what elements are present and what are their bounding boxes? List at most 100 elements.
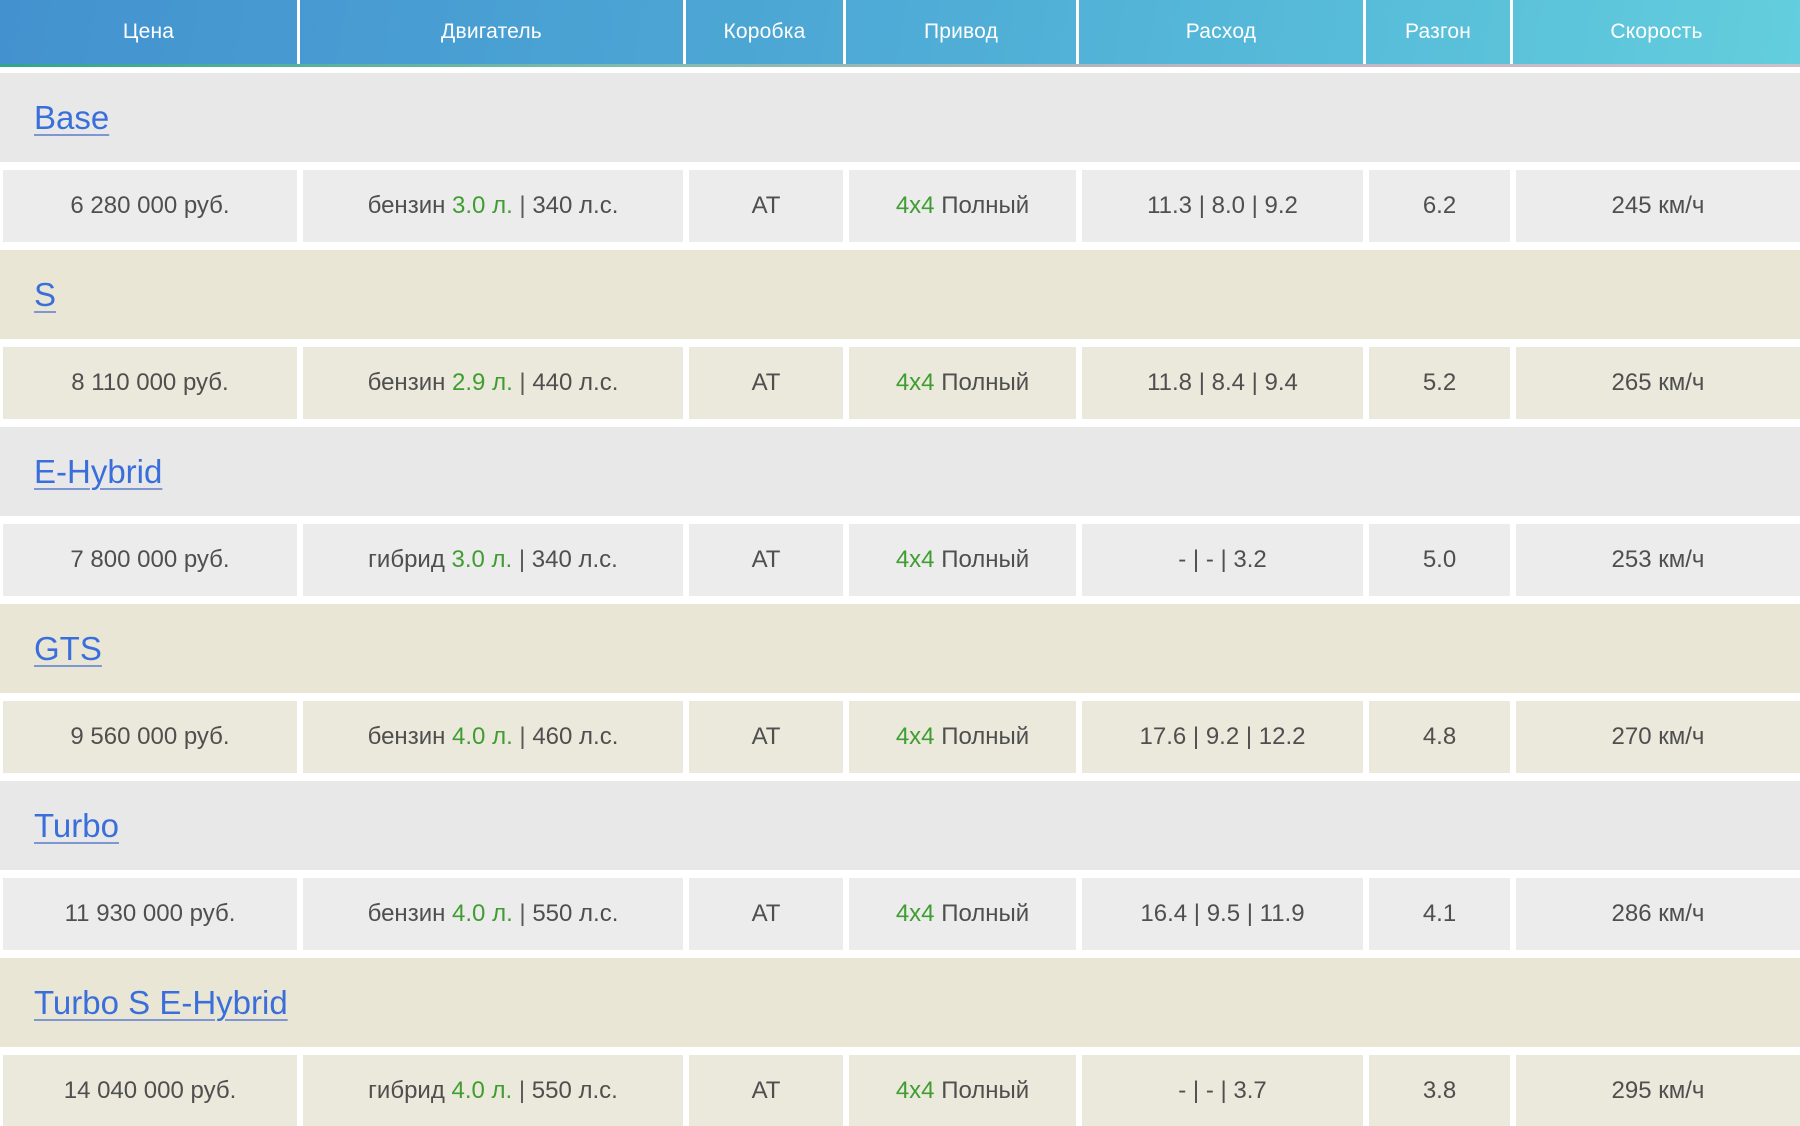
fuel-type: гибрид bbox=[368, 546, 445, 573]
gearbox-cell: АТ bbox=[689, 524, 843, 596]
spec-row: 11 930 000 руб. бензин 4.0 л. | 550 л.с.… bbox=[0, 878, 1800, 950]
price-cell: 7 800 000 руб. bbox=[3, 524, 297, 596]
engine-cell: гибрид 3.0 л. | 340 л.с. bbox=[303, 524, 683, 596]
engine-power: 340 л.с. bbox=[531, 546, 618, 573]
pipe-separator: | bbox=[519, 192, 526, 219]
acceleration-value: 3.8 bbox=[1422, 1077, 1457, 1104]
engine-cell: бензин 3.0 л. | 340 л.с. bbox=[303, 170, 683, 242]
pipe-separator: | bbox=[519, 723, 526, 750]
pipe-separator: | bbox=[519, 900, 526, 927]
engine-volume: 4.0 л. bbox=[452, 723, 513, 750]
drive-type: 4x4 bbox=[895, 723, 935, 750]
fuel-type: бензин bbox=[367, 369, 446, 396]
drive-value: Полный bbox=[941, 369, 1030, 396]
pipe-separator: | bbox=[518, 1077, 526, 1104]
price-value: 11 930 000 руб. bbox=[64, 900, 236, 927]
trim-link[interactable]: Turbo S E-Hybrid bbox=[34, 983, 288, 1021]
speed-cell: 245 км/ч bbox=[1516, 170, 1800, 242]
consumption-cell: - | - | 3.2 bbox=[1082, 524, 1363, 596]
speed-value: 253 км/ч bbox=[1611, 546, 1705, 573]
acceleration-value: 5.0 bbox=[1422, 546, 1457, 573]
price-value: 6 280 000 руб. bbox=[70, 192, 230, 219]
fuel-type: бензин bbox=[367, 192, 446, 219]
trim-link[interactable]: Base bbox=[34, 98, 110, 136]
acceleration-cell: 3.8 bbox=[1369, 1055, 1510, 1126]
trim-section: Base 6 280 000 руб. бензин 3.0 л. | 340 … bbox=[0, 73, 1800, 242]
header-cell-acceleration: Разгон bbox=[1366, 0, 1513, 64]
drive-cell: 4x4 Полный bbox=[849, 701, 1076, 773]
drive-cell: 4x4 Полный bbox=[849, 524, 1076, 596]
gearbox-value: АТ bbox=[751, 369, 781, 396]
price-value: 8 110 000 руб. bbox=[71, 369, 229, 396]
gearbox-value: АТ bbox=[751, 546, 781, 573]
acceleration-cell: 4.1 bbox=[1369, 878, 1510, 950]
gearbox-cell: АТ bbox=[689, 701, 843, 773]
consumption-cell: 11.8 | 8.4 | 9.4 bbox=[1082, 347, 1363, 419]
engine-cell: бензин 4.0 л. | 550 л.с. bbox=[303, 878, 683, 950]
price-cell: 14 040 000 руб. bbox=[3, 1055, 297, 1126]
drive-type: 4x4 bbox=[895, 1077, 935, 1104]
speed-value: 265 км/ч bbox=[1611, 369, 1705, 396]
trim-section: Turbo S E-Hybrid 14 040 000 руб. гибрид … bbox=[0, 958, 1800, 1126]
trim-section: Turbo 11 930 000 руб. бензин 4.0 л. | 55… bbox=[0, 781, 1800, 950]
gearbox-value: АТ bbox=[751, 1077, 781, 1104]
drive-type: 4x4 bbox=[895, 900, 935, 927]
acceleration-cell: 5.0 bbox=[1369, 524, 1510, 596]
engine-power: 550 л.с. bbox=[532, 900, 619, 927]
trim-title-row: Turbo bbox=[0, 781, 1800, 870]
gearbox-value: АТ bbox=[751, 900, 781, 927]
drive-value: Полный bbox=[941, 1077, 1030, 1104]
engine-power: 440 л.с. bbox=[532, 369, 619, 396]
speed-value: 295 км/ч bbox=[1611, 1077, 1705, 1104]
header-cell-price: Цена bbox=[0, 0, 300, 64]
trim-link[interactable]: GTS bbox=[34, 629, 102, 667]
speed-cell: 286 км/ч bbox=[1516, 878, 1800, 950]
trim-section: S 8 110 000 руб. бензин 2.9 л. | 440 л.с… bbox=[0, 250, 1800, 419]
fuel-type: бензин bbox=[367, 900, 446, 927]
engine-cell: бензин 2.9 л. | 440 л.с. bbox=[303, 347, 683, 419]
drive-cell: 4x4 Полный bbox=[849, 347, 1076, 419]
trim-title-row: GTS bbox=[0, 604, 1800, 693]
engine-power: 550 л.с. bbox=[531, 1077, 618, 1104]
drive-cell: 4x4 Полный bbox=[849, 1055, 1076, 1126]
acceleration-cell: 6.2 bbox=[1369, 170, 1510, 242]
consumption-value: 16.4 | 9.5 | 11.9 bbox=[1140, 900, 1305, 927]
price-value: 9 560 000 руб. bbox=[70, 723, 230, 750]
consumption-cell: 17.6 | 9.2 | 12.2 bbox=[1082, 701, 1363, 773]
consumption-value: - | - | 3.7 bbox=[1178, 1077, 1267, 1104]
acceleration-value: 4.8 bbox=[1422, 723, 1457, 750]
engine-power: 460 л.с. bbox=[532, 723, 619, 750]
drive-type: 4x4 bbox=[895, 192, 935, 219]
consumption-value: - | - | 3.2 bbox=[1178, 546, 1267, 573]
consumption-value: 11.3 | 8.0 | 9.2 bbox=[1147, 192, 1298, 219]
consumption-value: 11.8 | 8.4 | 9.4 bbox=[1147, 369, 1298, 396]
gearbox-cell: АТ bbox=[689, 347, 843, 419]
spec-row: 9 560 000 руб. бензин 4.0 л. | 460 л.с. … bbox=[0, 701, 1800, 773]
price-value: 7 800 000 руб. bbox=[70, 546, 230, 573]
header-cell-gearbox: Коробка bbox=[686, 0, 846, 64]
engine-power: 340 л.с. bbox=[532, 192, 619, 219]
trim-link[interactable]: Turbo bbox=[34, 806, 119, 844]
speed-cell: 265 км/ч bbox=[1516, 347, 1800, 419]
pipe-separator: | bbox=[518, 546, 526, 573]
trim-link[interactable]: S bbox=[34, 275, 57, 313]
speed-value: 286 км/ч bbox=[1611, 900, 1705, 927]
speed-cell: 270 км/ч bbox=[1516, 701, 1800, 773]
spec-row: 8 110 000 руб. бензин 2.9 л. | 440 л.с. … bbox=[0, 347, 1800, 419]
fuel-type: бензин bbox=[367, 723, 446, 750]
drive-cell: 4x4 Полный bbox=[849, 878, 1076, 950]
gearbox-value: АТ bbox=[751, 723, 781, 750]
trim-link[interactable]: E-Hybrid bbox=[34, 452, 163, 490]
drive-value: Полный bbox=[941, 546, 1030, 573]
trim-table-body: Base 6 280 000 руб. бензин 3.0 л. | 340 … bbox=[0, 67, 1800, 1126]
speed-cell: 253 км/ч bbox=[1516, 524, 1800, 596]
engine-volume: 4.0 л. bbox=[451, 1077, 513, 1104]
price-cell: 6 280 000 руб. bbox=[3, 170, 297, 242]
spec-row: 6 280 000 руб. бензин 3.0 л. | 340 л.с. … bbox=[0, 170, 1800, 242]
spec-row: 7 800 000 руб. гибрид 3.0 л. | 340 л.с. … bbox=[0, 524, 1800, 596]
gearbox-cell: АТ bbox=[689, 1055, 843, 1126]
drive-type: 4x4 bbox=[895, 546, 935, 573]
drive-cell: 4x4 Полный bbox=[849, 170, 1076, 242]
header-cell-consumption: Расход bbox=[1079, 0, 1366, 64]
header-cell-drive: Привод bbox=[846, 0, 1079, 64]
